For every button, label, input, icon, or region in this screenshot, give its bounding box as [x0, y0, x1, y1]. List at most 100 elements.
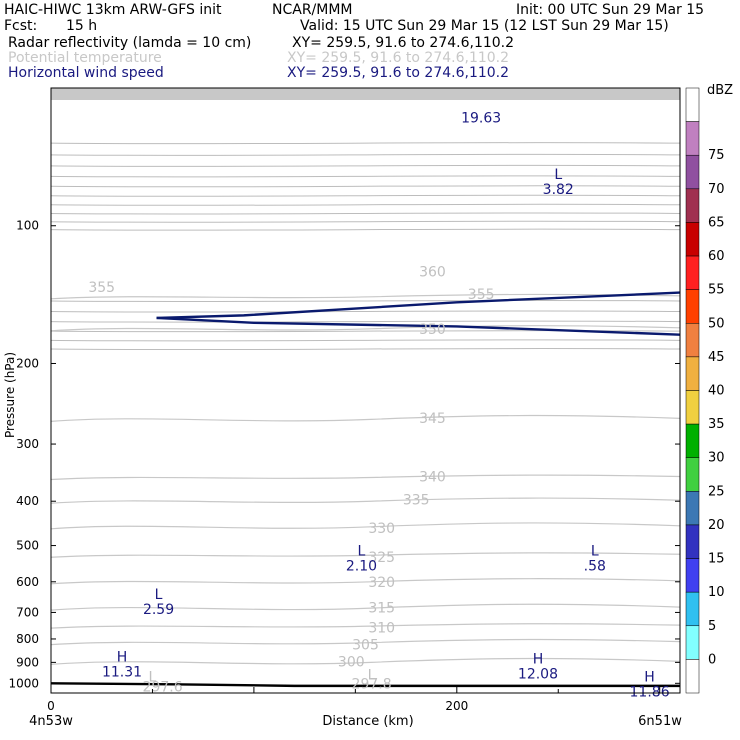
colorbar-level-label: 15 [708, 552, 725, 567]
wind-extremum-marker: L [155, 587, 163, 603]
wind-extremum-value: 11.86 [630, 684, 670, 700]
colorbar-level-label: 70 [708, 182, 725, 197]
wind-extremum-value: 19.63 [461, 110, 501, 126]
wind-speed-contour-lower [156, 316, 680, 336]
field-name-wind: Horizontal wind speed [8, 65, 164, 81]
y-tick-label: 500 [16, 539, 39, 553]
colorbar-level-label: 45 [708, 350, 725, 365]
wind-extremum-marker: H [117, 649, 128, 665]
colorbar-swatch [685, 222, 700, 257]
y-tick-label: 1000 [8, 676, 39, 690]
field-xy-theta: XY= 259.5, 91.6 to 274.6,110.2 [287, 50, 510, 66]
theta-extremum-marker: L [368, 667, 376, 683]
colorbar-swatch [685, 591, 700, 627]
wind-speed-contour-upper [156, 291, 680, 320]
upper-isentrope-line [51, 194, 680, 197]
valid-time: Valid: 15 UTC Sun 29 Mar 15 (12 LST Sun … [300, 18, 669, 34]
theta-contour-label: 335 [403, 493, 430, 509]
colorbar-swatch [685, 423, 700, 458]
y-tick-label: 700 [16, 605, 39, 619]
colorbar-swatch [685, 659, 700, 694]
isentrope-line [51, 474, 680, 481]
y-tick-label: 200 [16, 356, 39, 370]
x-axis: 0 200 [47, 687, 661, 713]
isentrope-line [51, 522, 680, 530]
upper-shaded-band [51, 88, 680, 100]
theta-contour-label: 315 [368, 600, 395, 616]
y-tick-label: 400 [16, 494, 39, 508]
theta-contour-label: 300 [338, 654, 365, 670]
colorbar-swatch [685, 558, 700, 593]
theta-extremum-marker: L [149, 669, 157, 685]
init-time: Init: 00 UTC Sun 29 Mar 15 [516, 2, 705, 18]
org-label: NCAR/MMM [272, 2, 353, 18]
theta-contour-label: 325 [368, 550, 395, 566]
colorbar-level-label: 65 [708, 215, 725, 230]
colorbar-swatch [685, 289, 700, 324]
x-tick-label: 200 [445, 699, 468, 713]
colorbar-level-label: 40 [708, 384, 725, 399]
isentrope-line [51, 603, 680, 611]
wind-extremum-value: 12.08 [518, 666, 558, 682]
y-tick-label: 300 [16, 437, 39, 451]
colorbar-swatch [685, 255, 700, 290]
y-tick-label: 100 [16, 219, 39, 233]
colorbar-swatch [685, 491, 700, 526]
colorbar: 0 5 10 15 20 25 30 35 40 45 50 55 60 65 70 75 [685, 87, 725, 694]
theta-contour-label: 360 [419, 265, 446, 281]
upper-isentrope-line [51, 347, 680, 351]
colorbar-level-label: 10 [708, 585, 725, 600]
colorbar-swatch [685, 87, 700, 122]
wind-extremum-value: 2.59 [143, 602, 174, 618]
upper-isentrope-line [51, 228, 680, 231]
theta-contour-label: 330 [368, 521, 395, 537]
colorbar-level-label: 50 [708, 316, 725, 331]
upper-isentrope-line [51, 164, 680, 167]
isentrope-line [51, 552, 680, 558]
endpoint-left-label: 4n53w [29, 714, 73, 729]
colorbar-level-label: 0 [708, 652, 716, 667]
y-axis: 100 200 300 400 500 600 700 800 900 1000 [8, 219, 680, 690]
wind-extremum-marker: L [554, 167, 562, 183]
isentrope-line [51, 414, 680, 423]
field-xy-wind: XY= 259.5, 91.6 to 274.6,110.2 [287, 65, 510, 81]
fcst-label: Fcst: [4, 18, 38, 34]
upper-isentrope-band [51, 88, 680, 351]
wind-extremum-value: 2.10 [346, 558, 377, 574]
contour-labels: 3553603553503453403353303253203153103053… [88, 110, 669, 700]
upper-isentrope-line [51, 185, 680, 188]
colorbar-level-label: 25 [708, 484, 725, 499]
upper-isentrope-line [51, 212, 680, 215]
isentrope-lines [51, 293, 680, 665]
isentrope-line [51, 325, 680, 332]
colorbar-level-label: 75 [708, 148, 725, 163]
theta-contour-label: 340 [419, 469, 446, 485]
upper-isentrope-line [51, 339, 680, 342]
wind-extremum-value: 3.82 [543, 182, 574, 198]
field-name-reflectivity: Radar reflectivity (lamda = 10 cm) [8, 35, 252, 51]
colorbar-swatch [685, 154, 700, 190]
upper-isentrope-line [51, 320, 680, 323]
y-tick-label: 900 [16, 655, 39, 669]
wind-extremum-marker: L [358, 543, 366, 559]
theta-contour-label: 355 [468, 287, 495, 303]
wind-extremum-value: 11.31 [102, 664, 142, 680]
theta-contour-label: 305 [352, 637, 379, 653]
upper-isentrope-line [51, 299, 680, 303]
upper-isentrope-line [51, 175, 680, 178]
isentrope-line [51, 638, 680, 646]
colorbar-level-label: 55 [708, 283, 725, 298]
colorbar-level-label: 35 [708, 417, 725, 432]
upper-isentrope-line [51, 310, 680, 313]
wind-extremum-marker: H [644, 669, 655, 685]
colorbar-level-label: 60 [708, 249, 725, 264]
plot-background [51, 88, 680, 693]
colorbar-swatch [685, 625, 700, 660]
theta-contour-label: 345 [419, 411, 446, 427]
colorbar-swatch [685, 323, 700, 358]
colorbar-swatch [685, 356, 700, 391]
isentrope-line [51, 623, 680, 629]
upper-isentrope-line [51, 220, 680, 223]
upper-isentrope-line [51, 203, 680, 206]
